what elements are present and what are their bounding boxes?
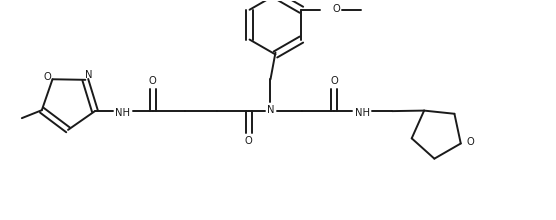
Text: O: O	[149, 76, 157, 86]
Text: O: O	[330, 76, 338, 86]
Text: N: N	[85, 70, 92, 80]
Text: N: N	[267, 105, 274, 115]
Text: O: O	[245, 136, 252, 146]
Text: O: O	[467, 138, 475, 147]
Text: O: O	[43, 72, 51, 82]
Text: O: O	[332, 4, 340, 14]
Text: NH: NH	[115, 108, 130, 118]
Text: NH: NH	[355, 108, 370, 118]
